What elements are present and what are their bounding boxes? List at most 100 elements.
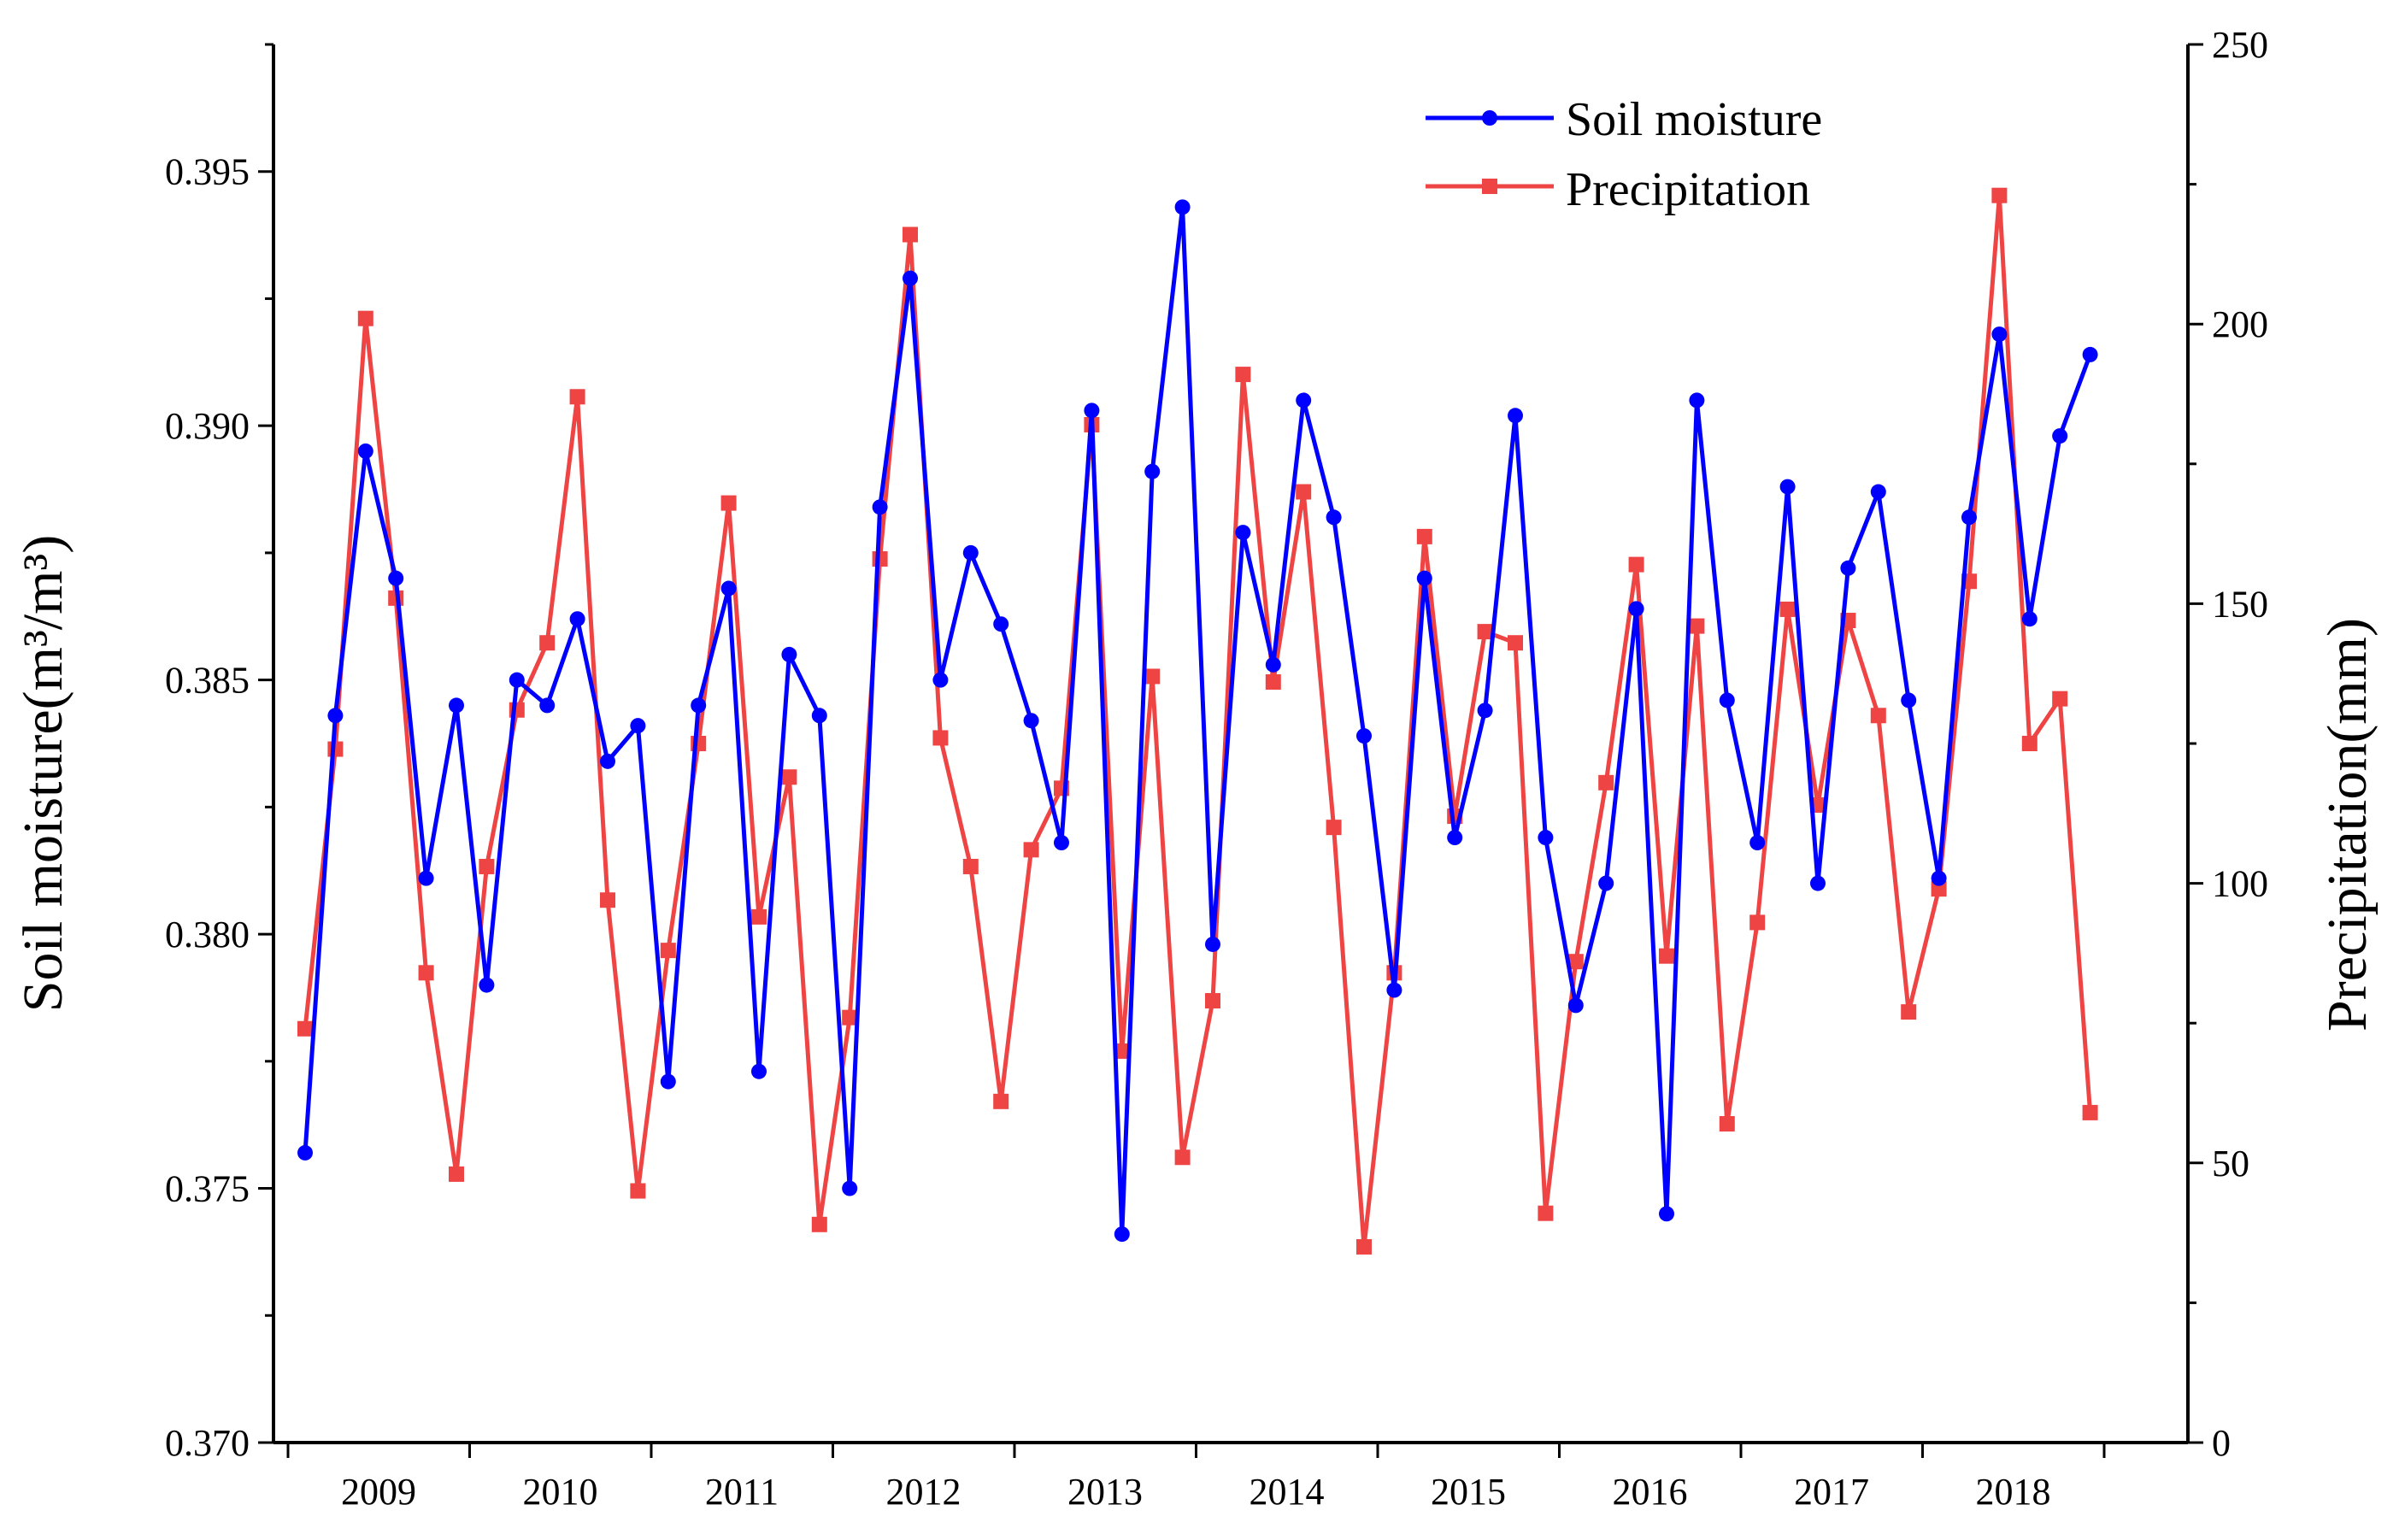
- y-left-tick-label: 0.390: [165, 405, 250, 447]
- precipitation-point: [1931, 881, 1947, 897]
- soil-moisture-point: [1567, 997, 1584, 1014]
- precipitation-point: [1567, 954, 1584, 970]
- precipitation-point: [418, 965, 434, 981]
- precipitation-point: [1598, 774, 1614, 791]
- soil-moisture-point: [357, 443, 373, 459]
- precipitation-point: [932, 730, 949, 746]
- precipitation-point: [1508, 635, 1523, 651]
- precipitation-point: [2021, 736, 2037, 751]
- precipitation-point: [1719, 1115, 1735, 1131]
- legend-precipitation-label: Precipitation: [1566, 163, 1810, 216]
- precipitation-point: [1023, 842, 1039, 858]
- precipitation-point: [1870, 708, 1886, 724]
- precipitation-point: [479, 858, 495, 874]
- precipitation-point: [660, 943, 676, 959]
- y-left-tick-label: 0.370: [165, 1422, 250, 1464]
- precipitation-point: [1991, 187, 2008, 203]
- y-axis-right: 0 50 100 150 200 250: [2188, 24, 2268, 1464]
- soil-moisture-point: [962, 544, 979, 561]
- soil-moisture-point: [2052, 428, 2068, 444]
- x-tick-label: 2011: [705, 1471, 779, 1513]
- precipitation-point: [1205, 993, 1220, 1009]
- y-axis-left: 0.370 0.375 0.380 0.385 0.390 0.395: [165, 43, 273, 1464]
- y-axis-left-title: Soil moisture(m³/m³): [12, 535, 74, 1012]
- soil-moisture-point: [418, 870, 434, 886]
- soil-moisture-point: [720, 580, 737, 597]
- y-right-tick-label: 0: [2212, 1422, 2231, 1464]
- x-tick-label: 2014: [1250, 1471, 1325, 1513]
- soil-moisture-point: [1023, 713, 1039, 729]
- soil-moisture-point: [1598, 875, 1614, 891]
- soil-moisture-point: [811, 708, 827, 724]
- soil-moisture-point: [1779, 479, 1796, 495]
- soil-moisture-point: [1961, 509, 1977, 526]
- legend: Soil moisture Precipitation: [1426, 93, 1822, 216]
- soil-moisture-point: [781, 646, 797, 662]
- soil-moisture-point: [539, 697, 556, 714]
- soil-moisture-point: [1508, 408, 1523, 424]
- soil-moisture-point: [569, 611, 585, 627]
- soil-moisture-point: [1114, 1226, 1130, 1243]
- soil-moisture-point: [327, 708, 344, 724]
- precipitation-point: [842, 1009, 858, 1026]
- soil-moisture-point: [751, 1063, 767, 1079]
- soil-moisture-point: [1447, 830, 1463, 846]
- soil-moisture-point: [1719, 692, 1735, 708]
- precipitation-point: [449, 1166, 464, 1182]
- precipitation-point: [1689, 618, 1705, 634]
- precipitation-point: [1538, 1205, 1554, 1221]
- soil-moisture-point: [600, 753, 615, 769]
- soil-moisture-point: [1205, 936, 1220, 952]
- precipitation-point: [569, 389, 585, 405]
- precipitation-point: [1326, 820, 1342, 836]
- precipitation-point: [539, 635, 556, 651]
- soil-moisture-point: [1235, 525, 1251, 541]
- precipitation-point: [781, 769, 797, 785]
- soil-moisture-point: [1265, 656, 1281, 673]
- precipitation-point: [297, 1020, 313, 1037]
- soil-moisture-point: [660, 1073, 676, 1090]
- x-tick-label: 2010: [523, 1471, 598, 1513]
- precipitation-point: [1144, 668, 1161, 685]
- soil-moisture-point: [1689, 392, 1705, 409]
- precipitation-point: [630, 1183, 646, 1199]
- precipitation-point: [357, 310, 373, 326]
- soil-moisture-point: [1749, 835, 1766, 851]
- x-tick-label: 2015: [1431, 1471, 1506, 1513]
- precipitation-point: [1659, 948, 1674, 964]
- soil-moisture-point: [1054, 835, 1069, 851]
- precipitation-point: [600, 892, 615, 908]
- y-right-tick-label: 200: [2212, 303, 2268, 345]
- soil-moisture-point: [1810, 875, 1826, 891]
- soil-moisture-point: [449, 697, 464, 714]
- soil-moisture-point: [1870, 484, 1886, 500]
- precipitation-point: [993, 1093, 1009, 1109]
- soil-moisture-point: [1931, 870, 1947, 886]
- soil-moisture-point: [1386, 982, 1402, 998]
- precipitation-point: [1174, 1149, 1191, 1166]
- plot-area: [297, 187, 2098, 1255]
- soil-moisture-point: [1538, 830, 1554, 846]
- x-tick-label: 2018: [1976, 1471, 2051, 1513]
- precipitation-point: [1114, 1043, 1130, 1059]
- precipitation-point: [1265, 674, 1281, 691]
- soil-moisture-point: [903, 270, 918, 286]
- precipitation-point: [1901, 1004, 1917, 1020]
- soil-moisture-point: [1901, 692, 1917, 708]
- soil-moisture-point: [993, 616, 1009, 632]
- precipitation-point: [903, 226, 918, 243]
- axes: [272, 44, 2190, 1444]
- legend-precipitation-marker: [1482, 179, 1497, 194]
- soil-moisture-point: [1174, 199, 1191, 215]
- soil-moisture-point: [872, 499, 888, 515]
- soil-moisture-point: [1356, 728, 1372, 744]
- legend-soil-moisture-marker: [1482, 110, 1497, 126]
- soil-moisture-point: [1628, 601, 1644, 617]
- soil-moisture-point: [1144, 463, 1161, 479]
- soil-moisture-line: [303, 204, 2092, 1237]
- precipitation-point: [1356, 1238, 1372, 1255]
- soil-moisture-point: [1991, 326, 2008, 343]
- soil-moisture-point: [630, 718, 646, 734]
- precipitation-point: [811, 1216, 827, 1232]
- soil-moisture-point: [1659, 1206, 1674, 1222]
